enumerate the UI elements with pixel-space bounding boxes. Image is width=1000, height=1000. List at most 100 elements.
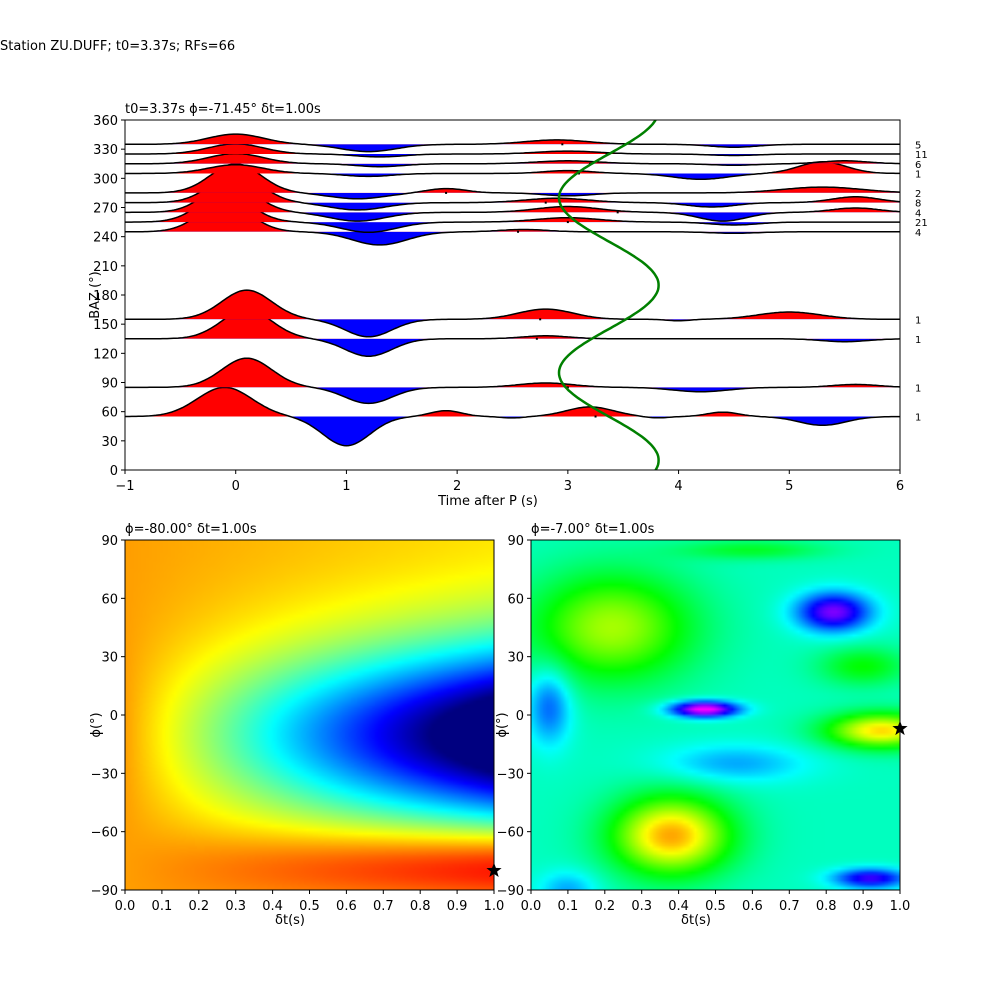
rf-trace-fill-negative xyxy=(302,231,798,245)
rf-count-label: 6 xyxy=(915,160,921,171)
hm2-area-raster xyxy=(531,540,900,890)
rf-marker xyxy=(544,201,547,204)
x-tick-label: 0.9 xyxy=(447,899,468,914)
x-tick-label: 0.1 xyxy=(558,899,579,914)
rf-trace-fill-negative xyxy=(312,319,703,337)
rf-y-tick-label: 210 xyxy=(93,260,118,275)
rf-y-tick-label: 330 xyxy=(93,143,118,158)
y-tick-label: −90 xyxy=(91,884,118,899)
rf-trace-fill-positive xyxy=(131,192,661,223)
rf-marker xyxy=(616,211,619,214)
heatmap-right-y-axis-label: ϕ(°) xyxy=(495,712,510,737)
heatmap-right-x-axis-label: δt(s) xyxy=(681,913,711,928)
rf-trace-line xyxy=(125,152,900,168)
rf-y-tick-label: 300 xyxy=(93,172,118,187)
rf-green-curve xyxy=(557,120,660,470)
rf-trace-fill-negative xyxy=(304,144,803,152)
x-tick-label: 0.2 xyxy=(594,899,615,914)
rf-traces xyxy=(125,133,900,447)
rf-x-tick-label: 1 xyxy=(342,479,350,494)
rf-y-ticks: 0 30 60 90 120 150 180 210 240 270 300 330 360 xyxy=(93,114,125,479)
rf-x-axis-label: Time after P (s) xyxy=(437,494,538,509)
rf-x-tick-label: 0 xyxy=(232,479,240,494)
rf-trace-fill-positive xyxy=(125,163,900,193)
rf-trace-3 xyxy=(125,289,900,338)
rf-trace-fill-positive xyxy=(125,153,900,164)
heatmap-left-y-axis-label: ϕ(°) xyxy=(89,712,104,737)
rf-trace-10 xyxy=(125,152,900,168)
rf-count-label: 21 xyxy=(915,218,928,229)
rf-trace-fill-positive xyxy=(125,387,900,417)
rf-trace-12 xyxy=(125,133,900,153)
rf-trace-fill-positive xyxy=(125,290,900,320)
rf-trace-fill-positive xyxy=(125,143,900,155)
optimum-star-icon xyxy=(486,862,502,877)
x-tick-label: 0.5 xyxy=(705,899,726,914)
optimum-star-icon xyxy=(892,720,908,736)
y-tick-label: 30 xyxy=(507,651,524,666)
y-tick-label: −60 xyxy=(91,826,118,841)
rf-trace-line xyxy=(125,357,900,405)
y-tick-label: 0 xyxy=(516,709,524,724)
heatmap-right-y-ticks: −90 −60 −30 0 30 60 90 xyxy=(497,534,531,899)
rf-trace-line xyxy=(125,289,900,338)
rf-y-tick-label: 270 xyxy=(93,202,118,217)
rf-x-tick-label: 5 xyxy=(785,479,793,494)
y-tick-label: 60 xyxy=(101,592,118,607)
y-tick-label: 90 xyxy=(101,534,118,549)
x-tick-label: 0.0 xyxy=(115,899,136,914)
x-tick-label: 0.5 xyxy=(299,899,320,914)
rf-y-tick-label: 90 xyxy=(101,377,118,392)
rf-trace-fill-positive xyxy=(125,309,696,339)
x-tick-label: 0.4 xyxy=(262,899,283,914)
rf-trace-line xyxy=(125,143,900,158)
rf-y-tick-label: 60 xyxy=(101,406,118,421)
rf-count-label: 11 xyxy=(915,150,928,161)
heatmap-right-title: ϕ=-7.00° δt=1.00s xyxy=(531,522,655,537)
x-tick-label: 1.0 xyxy=(890,899,911,914)
rf-trace-fill-positive xyxy=(125,173,900,203)
rf-markers xyxy=(445,143,619,418)
x-tick-label: 0.6 xyxy=(336,899,357,914)
rf-trace-fill-positive xyxy=(125,202,900,232)
rf-y-axis-label: BAZ (°) xyxy=(88,271,103,319)
rf-x-tick-label: 2 xyxy=(453,479,461,494)
rf-count-label: 1 xyxy=(915,413,921,424)
x-tick-label: 1.0 xyxy=(484,899,505,914)
y-tick-label: −30 xyxy=(497,767,524,782)
x-tick-label: 0.8 xyxy=(410,899,431,914)
y-tick-label: −90 xyxy=(497,884,524,899)
rf-trace-line xyxy=(125,133,900,153)
y-tick-label: 90 xyxy=(507,534,524,549)
rf-trace-0 xyxy=(125,386,900,447)
x-tick-label: 0.8 xyxy=(816,899,837,914)
rf-count-label: 8 xyxy=(915,199,921,210)
heatmap-left-title: ϕ=-80.00° δt=1.00s xyxy=(125,522,257,537)
rf-marker xyxy=(445,191,448,194)
rf-trace-fill-negative xyxy=(125,173,900,180)
rf-count-label: 4 xyxy=(915,208,921,219)
y-tick-label: 60 xyxy=(507,592,524,607)
rf-count-label: 5 xyxy=(915,140,921,151)
x-tick-label: 0.6 xyxy=(742,899,763,914)
rf-count-label: 1 xyxy=(915,383,921,394)
rf-marker xyxy=(566,221,569,224)
y-tick-label: 30 xyxy=(101,651,118,666)
heatmap-left-x-ticks: 0.0 0.1 0.2 0.3 0.4 0.5 0.6 0.7 0.8 0.9 1.0 xyxy=(115,890,505,914)
heatmap-left-optimum xyxy=(486,862,502,877)
x-tick-label: 0.4 xyxy=(668,899,689,914)
y-tick-label: 0 xyxy=(110,709,118,724)
y-tick-label: −30 xyxy=(91,767,118,782)
heatmap-right-panel: ϕ=-7.00° δt=1.00s 0.0 0.1 0.2 0.3 0.4 0.5 0.6 0… xyxy=(495,522,910,928)
rf-count-label: 1 xyxy=(915,335,921,346)
rf-count-label: 1 xyxy=(915,169,921,180)
heatmap-left-y-ticks: −90 −60 −30 0 30 60 90 xyxy=(91,534,125,899)
x-tick-label: 0.1 xyxy=(152,899,173,914)
rf-x-tick-label: 6 xyxy=(896,479,904,494)
hm1-area-raster xyxy=(125,540,494,890)
rf-marker xyxy=(566,386,569,389)
rf-trace-fill-negative xyxy=(302,192,639,199)
rf-trace-fill-positive xyxy=(147,358,900,388)
x-tick-label: 0.2 xyxy=(188,899,209,914)
